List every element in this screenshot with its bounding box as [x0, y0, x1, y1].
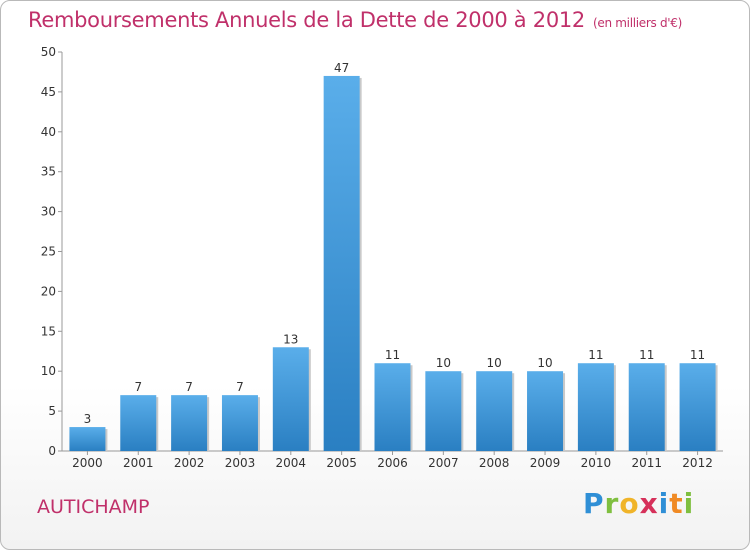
y-tick-label: 50: [41, 45, 56, 59]
bar-value-label: 11: [690, 348, 705, 362]
y-tick-label: 20: [41, 284, 56, 298]
chart-subtitle: (en milliers d'€): [593, 16, 683, 30]
bar-value-label: 10: [436, 356, 451, 370]
x-tick-label: 2001: [123, 456, 154, 470]
bar-value-label: 3: [84, 412, 92, 426]
bar: [425, 371, 462, 451]
x-tick-label: 2011: [631, 456, 662, 470]
bar-value-label: 7: [185, 380, 193, 394]
x-tick-label: 2005: [326, 456, 357, 470]
y-tick-label: 15: [41, 324, 56, 338]
bar-value-label: 13: [283, 332, 298, 346]
bar: [679, 363, 716, 451]
bar-value-label: 7: [236, 380, 244, 394]
y-tick-label: 40: [41, 125, 56, 139]
bar: [221, 395, 258, 451]
x-tick-label: 2000: [72, 456, 103, 470]
bar-chart: 0 5 10 15 20 25 30 35 40 45 50 3 2000 7 2001 7 2002 7 200…: [41, 45, 723, 470]
bar: [272, 347, 309, 451]
bar-value-label: 10: [487, 356, 502, 370]
bar: [69, 427, 106, 451]
x-tick-label: 2012: [682, 456, 713, 470]
bar-value-label: 47: [334, 61, 349, 75]
y-tick-label: 5: [48, 404, 56, 418]
x-tick-label: 2003: [225, 456, 256, 470]
bar: [374, 363, 411, 451]
x-tick-label: 2002: [174, 456, 205, 470]
bar: [628, 363, 665, 451]
bar-value-label: 11: [385, 348, 400, 362]
bar: [476, 371, 513, 451]
y-tick-label: 0: [48, 444, 56, 458]
bar: [171, 395, 208, 451]
bar-value-label: 11: [588, 348, 603, 362]
bar: [323, 75, 360, 451]
x-tick-label: 2008: [479, 456, 510, 470]
bar: [527, 371, 564, 451]
commune-name: AUTICHAMP: [37, 496, 150, 518]
bar-value-label: 10: [537, 356, 552, 370]
x-tick-label: 2009: [530, 456, 561, 470]
x-tick-label: 2007: [428, 456, 459, 470]
bar: [577, 363, 614, 451]
bar-value-label: 11: [639, 348, 654, 362]
chart-title-text: Remboursements Annuels de la Dette de 20…: [28, 8, 585, 32]
y-tick-label: 10: [41, 364, 56, 378]
bar-value-label: 7: [134, 380, 142, 394]
proxiti-logo: Proxiti: [583, 487, 695, 520]
y-tick-label: 35: [41, 165, 56, 179]
chart-title: Remboursements Annuels de la Dette de 20…: [28, 8, 682, 32]
x-tick-label: 2010: [581, 456, 612, 470]
x-tick-label: 2004: [276, 456, 307, 470]
y-tick-label: 30: [41, 205, 56, 219]
x-tick-label: 2006: [377, 456, 408, 470]
y-tick-label: 45: [41, 85, 56, 99]
y-tick-label: 25: [41, 245, 56, 259]
bar: [120, 395, 157, 451]
